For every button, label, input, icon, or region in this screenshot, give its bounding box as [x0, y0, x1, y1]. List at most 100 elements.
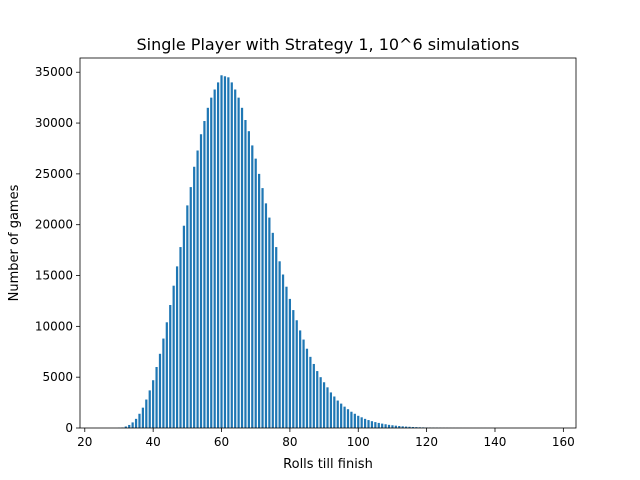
x-axis-label: Rolls till finish — [283, 457, 373, 472]
y-tick-label: 10000 — [35, 319, 73, 333]
bar — [216, 82, 220, 429]
bar — [394, 425, 397, 428]
y-tick-label: 0 — [65, 421, 73, 435]
bar — [357, 415, 360, 428]
bar — [295, 320, 298, 428]
bar — [353, 413, 356, 428]
bar — [141, 407, 145, 428]
bar — [128, 424, 131, 428]
x-tick-label: 100 — [347, 435, 370, 449]
bar — [329, 392, 333, 428]
bar — [292, 310, 295, 428]
y-tick-label: 30000 — [35, 116, 73, 130]
bar — [165, 322, 168, 428]
bar — [172, 285, 175, 428]
bar — [299, 330, 302, 428]
bar — [374, 422, 377, 428]
bar — [193, 166, 196, 428]
bar — [309, 356, 312, 428]
x-tick-label: 120 — [415, 435, 438, 449]
bar — [360, 417, 363, 428]
plot-frame — [79, 57, 577, 429]
y-tick-label: 15000 — [35, 269, 73, 283]
bar — [131, 422, 134, 428]
bar — [264, 203, 268, 428]
bar — [148, 390, 151, 428]
bar — [275, 247, 278, 428]
bar — [145, 399, 148, 428]
bar — [370, 421, 374, 428]
bar — [302, 339, 305, 428]
bar — [189, 187, 192, 428]
bar — [220, 75, 223, 429]
y-tick-label: 35000 — [35, 65, 73, 79]
bar — [244, 120, 247, 428]
bar — [138, 413, 141, 428]
y-tick-label: 20000 — [35, 218, 73, 232]
bar — [134, 418, 138, 428]
bar — [346, 409, 350, 428]
bar — [258, 173, 261, 428]
bar — [278, 261, 281, 428]
bar — [350, 411, 353, 428]
bar — [384, 424, 387, 428]
bar — [230, 82, 233, 429]
bar — [186, 205, 189, 428]
bar — [398, 426, 401, 428]
bar — [251, 145, 254, 428]
x-tick-label: 160 — [552, 435, 575, 449]
bar — [162, 338, 165, 428]
bar — [196, 150, 199, 428]
bar — [206, 107, 209, 429]
bar — [254, 158, 257, 428]
bar — [281, 274, 285, 428]
bar — [415, 427, 418, 428]
bar — [234, 89, 237, 428]
bar — [288, 298, 291, 428]
x-tick-label: 80 — [282, 435, 297, 449]
bar — [343, 406, 346, 428]
bar — [319, 377, 322, 428]
x-tick-label: 40 — [146, 435, 161, 449]
bar — [199, 134, 203, 428]
x-tick-label: 20 — [77, 435, 92, 449]
bar — [336, 400, 339, 428]
bar — [333, 396, 336, 428]
bar — [271, 232, 274, 428]
bar — [152, 380, 155, 428]
bar — [124, 426, 127, 428]
bar — [247, 131, 250, 428]
bar — [363, 418, 367, 428]
bar — [391, 425, 394, 428]
bar — [285, 286, 288, 428]
bar — [312, 363, 315, 428]
bar — [268, 217, 271, 428]
bar — [210, 97, 213, 429]
x-tick-label: 60 — [214, 435, 229, 449]
chart-title: Single Player with Strategy 1, 10^6 simu… — [137, 35, 520, 54]
bar — [322, 382, 326, 428]
y-tick-label: 25000 — [35, 167, 73, 181]
bar — [240, 107, 244, 429]
bar — [387, 424, 391, 428]
bar — [316, 371, 319, 428]
bar — [340, 403, 343, 428]
bar — [401, 426, 404, 428]
bar — [326, 387, 329, 428]
bar — [381, 423, 384, 428]
bar — [305, 348, 309, 428]
bar — [182, 225, 186, 428]
bar — [175, 266, 179, 428]
bar — [377, 422, 380, 428]
bar — [179, 247, 182, 428]
bar — [408, 426, 411, 428]
bar — [367, 420, 370, 428]
y-axis-label: Number of games — [7, 184, 22, 301]
y-tick-label: 5000 — [42, 370, 73, 384]
bar — [223, 76, 227, 429]
bar — [203, 121, 206, 429]
bar — [237, 97, 240, 429]
bar — [169, 305, 172, 428]
bar — [404, 426, 408, 428]
